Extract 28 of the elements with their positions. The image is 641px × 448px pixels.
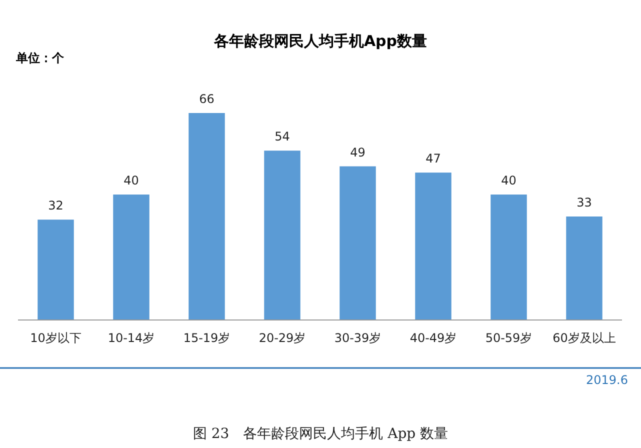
data-label: 49 xyxy=(350,145,366,160)
bar xyxy=(566,216,602,320)
bar xyxy=(490,194,527,320)
caption: 图 23 各年龄段网民人均手机 App 数量 xyxy=(192,426,448,442)
bar xyxy=(113,194,150,320)
text: 2019.6 xyxy=(586,373,628,387)
bar xyxy=(264,150,300,320)
x-tick-label: 50-59岁 xyxy=(485,331,532,345)
x-tick-label: 10岁以下 xyxy=(30,331,82,345)
data-label: 54 xyxy=(274,130,290,144)
x-tick-label: 60岁及以上 xyxy=(552,331,616,345)
data-label: 40 xyxy=(501,174,516,188)
bar xyxy=(340,166,376,320)
x-tick-label: 15-19岁 xyxy=(183,331,230,345)
x-tick-label: 10-14岁 xyxy=(108,331,155,345)
x-tick-label: 30-39岁 xyxy=(334,331,382,345)
bar xyxy=(415,172,452,320)
x-tick-label: 40-49岁 xyxy=(410,331,457,345)
data-label: 66 xyxy=(199,92,214,106)
chart-title: 各年龄段网民人均手机App数量 xyxy=(212,32,428,50)
data-label: 40 xyxy=(124,174,139,188)
bar xyxy=(38,220,74,320)
y-axis-title: 单位：个 xyxy=(15,51,65,65)
x-tick-label: 20-29岁 xyxy=(258,331,306,345)
bar xyxy=(188,113,225,320)
data-label: 47 xyxy=(426,152,441,166)
data-label: 32 xyxy=(48,198,64,213)
data-label: 33 xyxy=(576,196,592,210)
